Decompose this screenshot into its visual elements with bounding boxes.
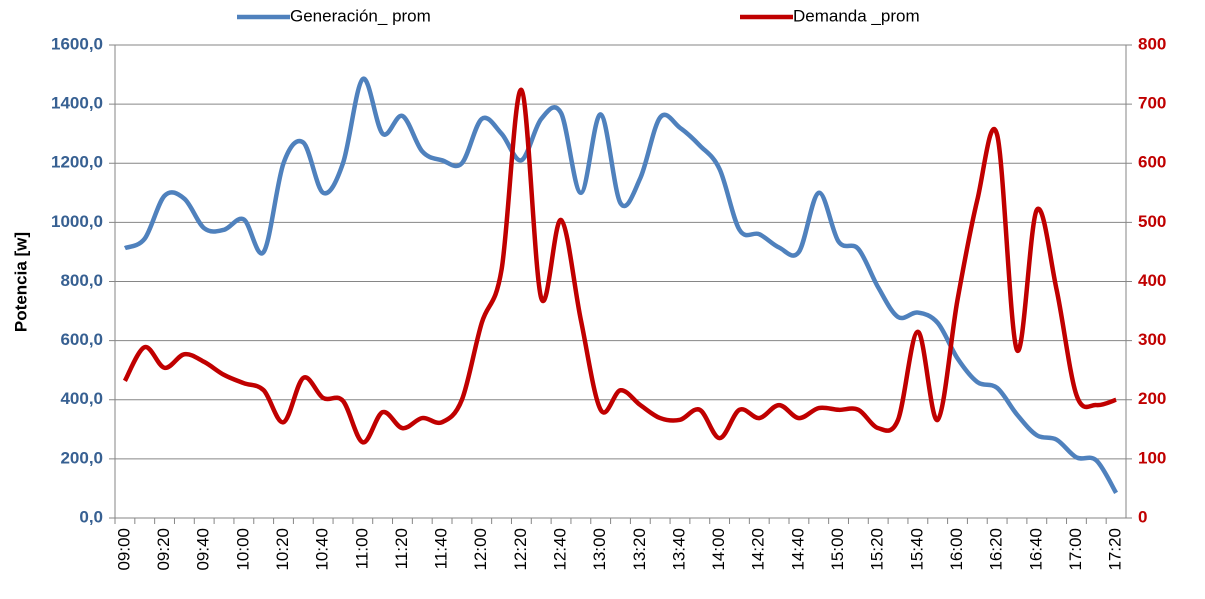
y-tick-label: 200,0 — [60, 448, 103, 467]
y2-tick-label: 700 — [1138, 94, 1166, 113]
y2-tick-label: 500 — [1138, 212, 1166, 231]
x-tick-label: 10:40 — [313, 528, 332, 571]
x-tick-label: 15:20 — [868, 528, 887, 571]
x-tick-label: 13:20 — [630, 528, 649, 571]
x-tick-label: 17:00 — [1066, 528, 1085, 571]
legend-label: Demanda _prom — [793, 6, 920, 25]
series-line — [123, 76, 1119, 495]
y2-tick-label: 100 — [1138, 448, 1166, 467]
y-tick-label: 1400,0 — [51, 94, 103, 113]
x-tick-label: 17:20 — [1106, 528, 1125, 571]
x-tick-label: 10:00 — [233, 528, 252, 571]
y-tick-label: 0,0 — [79, 507, 103, 526]
y-tick-label: 1000,0 — [51, 212, 103, 231]
x-tick-label: 11:40 — [432, 528, 451, 569]
y-tick-label: 800,0 — [60, 271, 103, 290]
x-tick-label: 11:20 — [392, 528, 411, 569]
x-tick-label: 16:20 — [987, 528, 1006, 571]
y-tick-label: 1200,0 — [51, 153, 103, 172]
y2-tick-label: 400 — [1138, 271, 1166, 290]
y2-tick-label: 300 — [1138, 330, 1166, 349]
x-tick-label: 14:00 — [709, 528, 728, 571]
y2-tick-label: 800 — [1138, 34, 1166, 53]
x-tick-label: 12:00 — [471, 528, 490, 571]
x-tick-label: 09:20 — [154, 528, 173, 571]
x-tick-label: 14:40 — [788, 528, 807, 571]
y-tick-label: 600,0 — [60, 330, 103, 349]
y2-tick-label: 0 — [1138, 507, 1147, 526]
x-tick-label: 09:40 — [194, 528, 213, 571]
x-tick-label: 10:20 — [273, 528, 292, 571]
x-tick-label: 11:00 — [352, 528, 371, 569]
y-tick-label: 1600,0 — [51, 34, 103, 53]
x-tick-label: 16:40 — [1026, 528, 1045, 571]
x-tick-label: 12:40 — [551, 528, 570, 571]
x-tick-label: 15:40 — [907, 528, 926, 571]
y2-tick-label: 600 — [1138, 153, 1166, 172]
y-axis-title: Potencia [w] — [11, 232, 30, 332]
series-line — [122, 87, 1117, 445]
x-tick-label: 13:00 — [590, 528, 609, 571]
x-tick-label: 09:00 — [114, 528, 133, 571]
x-tick-label: 16:00 — [947, 528, 966, 571]
x-tick-label: 14:20 — [749, 528, 768, 571]
y-tick-label: 400,0 — [60, 389, 103, 408]
x-tick-label: 12:20 — [511, 528, 530, 571]
y2-tick-label: 200 — [1138, 389, 1166, 408]
x-tick-label: 13:40 — [669, 528, 688, 571]
x-tick-label: 15:00 — [828, 528, 847, 571]
legend-label: Generación_ prom — [290, 6, 431, 25]
